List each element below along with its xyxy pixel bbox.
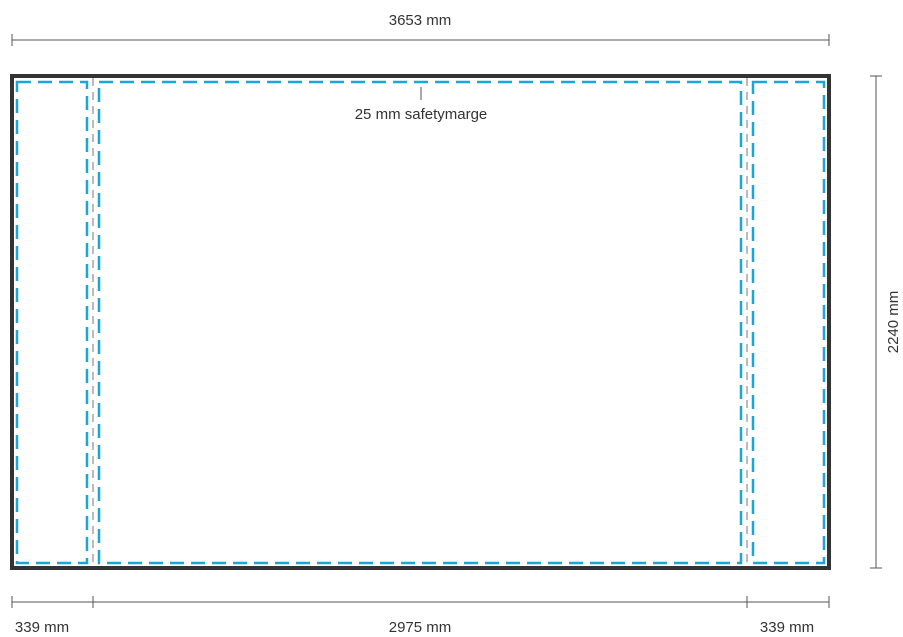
- center-panel-safety-margin: [97, 80, 743, 565]
- height-label: 2240 mm: [885, 291, 902, 354]
- height-dimension: 2240 mm: [870, 75, 902, 569]
- outer-frame: [10, 74, 831, 570]
- left-panel-width-label: 339 mm: [15, 619, 69, 636]
- total-width-dimension: 3653 mm: [11, 12, 830, 46]
- center-panel-width-label: 2975 mm: [389, 619, 452, 636]
- panel-width-dimensions: 339 mm 2975 mm 339 mm: [11, 596, 830, 636]
- right-panel-safety-margin: [751, 80, 826, 565]
- total-width-label: 3653 mm: [389, 12, 452, 29]
- safety-margin-annotation: 25 mm safetymarge: [355, 87, 488, 123]
- left-panel-safety-margin: [15, 80, 89, 565]
- right-panel-width-label: 339 mm: [760, 619, 814, 636]
- safety-margin-label: 25 mm safetymarge: [355, 106, 488, 123]
